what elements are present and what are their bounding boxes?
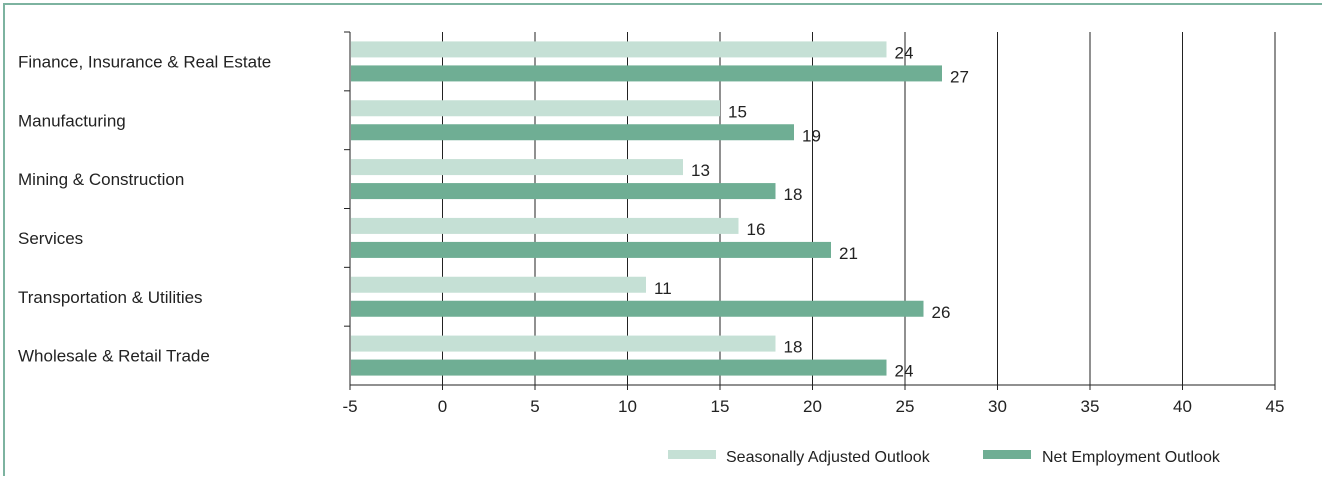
data-label: 16 (747, 220, 766, 239)
data-label: 19 (802, 126, 821, 145)
x-tick-label: 25 (896, 397, 915, 416)
bar-seasonally-adjusted (351, 100, 720, 117)
x-tick-label: 30 (988, 397, 1007, 416)
legend-label-net-employment: Net Employment Outlook (1042, 449, 1221, 466)
bar-net-employment (351, 65, 942, 82)
bar-net-employment (351, 183, 776, 200)
x-tick-label: 40 (1173, 397, 1192, 416)
data-label: 26 (932, 303, 951, 322)
x-tick-label: 5 (530, 397, 539, 416)
x-tick-label: 45 (1266, 397, 1285, 416)
category-label: Mining & Construction (18, 170, 184, 189)
legend-swatch-net-employment (983, 450, 1031, 459)
category-label: Services (18, 229, 83, 248)
category-label: Manufacturing (18, 111, 126, 130)
bar-net-employment (351, 300, 924, 317)
data-label: 11 (654, 279, 672, 298)
x-tick-label: 35 (1081, 397, 1100, 416)
bar-seasonally-adjusted (351, 335, 776, 352)
grid-lines (442, 32, 1276, 385)
legend-label-seasonally-adjusted: Seasonally Adjusted Outlook (726, 449, 931, 466)
axes (344, 31, 1276, 390)
bars (351, 41, 942, 376)
x-tick-label: 15 (711, 397, 730, 416)
bar-seasonally-adjusted (351, 41, 887, 58)
data-label: 27 (950, 67, 969, 86)
x-tick-label: -5 (342, 397, 357, 416)
data-label: 18 (784, 185, 803, 204)
x-tick-labels: -5 0 5 10 15 20 25 30 35 40 45 (342, 397, 1284, 416)
data-label: 18 (784, 338, 803, 357)
data-label: 13 (691, 161, 710, 180)
data-label: 21 (839, 244, 858, 263)
x-tick-label: 20 (803, 397, 822, 416)
category-label: Finance, Insurance & Real Estate (18, 52, 271, 71)
bar-net-employment (351, 124, 794, 141)
bar-seasonally-adjusted (351, 217, 739, 234)
category-label: Transportation & Utilities (18, 288, 203, 307)
data-label: 24 (895, 43, 914, 62)
bar-seasonally-adjusted (351, 159, 683, 176)
x-tick-label: 0 (438, 397, 447, 416)
legend-swatch-seasonally-adjusted (668, 450, 716, 459)
category-labels: Finance, Insurance & Real Estate Manufact… (18, 52, 271, 365)
x-tick-label: 10 (618, 397, 637, 416)
bar-net-employment (351, 241, 831, 258)
bar-net-employment (351, 359, 887, 376)
data-label: 15 (728, 102, 747, 121)
bar-seasonally-adjusted (351, 276, 646, 293)
chart-frame (3, 3, 1322, 476)
legend: Seasonally Adjusted Outlook Net Employmen… (668, 449, 1221, 466)
category-label: Wholesale & Retail Trade (18, 347, 210, 366)
data-labels: 24 27 15 19 13 18 16 21 11 26 18 24 (654, 43, 969, 380)
data-label: 24 (895, 362, 914, 381)
